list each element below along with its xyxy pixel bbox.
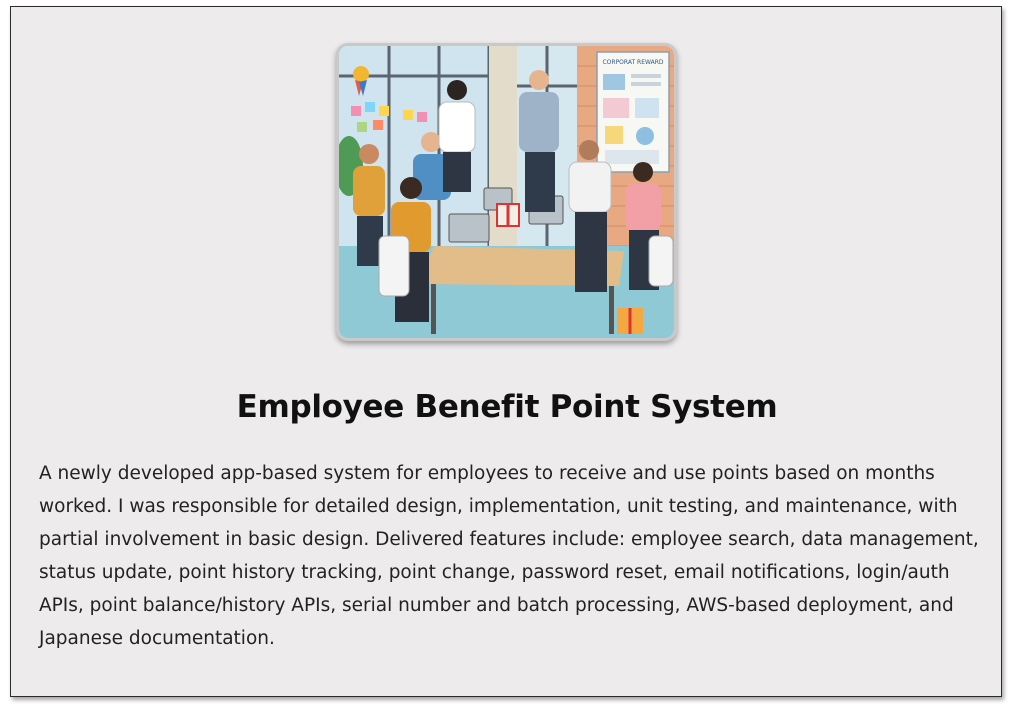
project-title: Employee Benefit Point System bbox=[236, 389, 778, 425]
project-card: CORPORAT REWARD bbox=[10, 6, 1002, 697]
poster-title: CORPORAT REWARD bbox=[602, 59, 663, 66]
project-description: A newly developed app-based system for e… bbox=[39, 463, 979, 649]
project-illustration: CORPORAT REWARD bbox=[336, 43, 677, 341]
